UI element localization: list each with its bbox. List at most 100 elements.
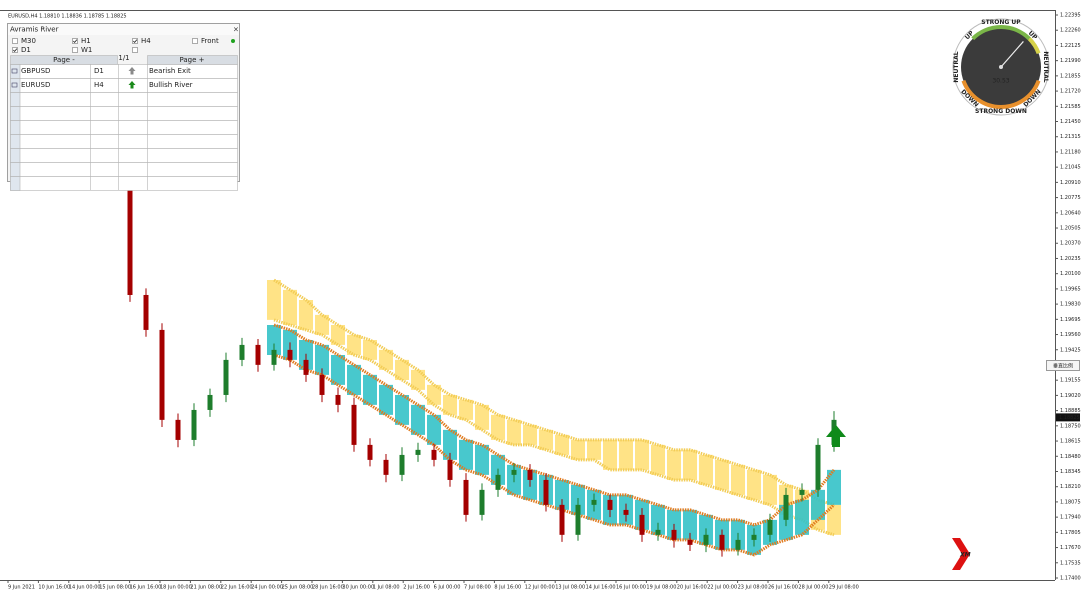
- check-mark: [13, 48, 18, 53]
- pager-page: 1/1: [118, 54, 129, 62]
- table-row: [10, 148, 238, 163]
- checkbox-label: W1: [81, 46, 92, 54]
- gauge-label: STRONG UP: [981, 19, 1021, 26]
- y-tick-label: 1.17400: [1060, 576, 1081, 582]
- x-tick-label: 28 Jun 16:00: [312, 585, 344, 591]
- x-tick-label: 25 Jun 08:00: [282, 585, 314, 591]
- row-marker: [10, 162, 21, 177]
- candle-body: [255, 344, 261, 365]
- x-tick-label: 6 Jul 00:00: [434, 585, 461, 591]
- candle-body: [335, 394, 341, 405]
- gauge-hub: [999, 65, 1003, 69]
- checkbox[interactable]: [132, 38, 138, 44]
- gauge-label: NEUTRAL: [1042, 51, 1049, 82]
- close-button[interactable]: ×: [233, 26, 239, 34]
- y-tick-label: 1.17940: [1060, 515, 1081, 521]
- row-marker: [10, 148, 21, 163]
- check-mark: [73, 39, 78, 44]
- signal-arrow: [826, 425, 846, 447]
- candle-body: [191, 409, 197, 440]
- y-tick-label: 1.21450: [1060, 119, 1081, 125]
- candle-body: [783, 494, 789, 520]
- y-tick-label: 1.17535: [1060, 560, 1081, 566]
- row-timeframe: H4: [94, 81, 104, 89]
- candle-body: [671, 529, 677, 540]
- candle-body: [367, 444, 373, 460]
- pager-next-label[interactable]: Page +: [179, 56, 204, 64]
- y-tick-label: 1.21180: [1060, 149, 1081, 155]
- river-edge: [273, 353, 836, 557]
- y-tick-label: 1.20370: [1060, 241, 1081, 247]
- gauge-label: NEUTRAL: [953, 51, 960, 82]
- scale-button-label[interactable]: 垂直比例: [1053, 363, 1073, 370]
- checkbox-label: M30: [21, 37, 36, 45]
- table-row: [10, 120, 238, 135]
- gauge-label: UP: [1027, 30, 1039, 42]
- checkbox[interactable]: [12, 47, 18, 53]
- candle-body: [495, 474, 501, 490]
- checkbox[interactable]: [132, 47, 138, 53]
- table-row: [10, 176, 238, 191]
- row-signal: Bullish River: [149, 81, 193, 89]
- y-tick-label: 1.17670: [1060, 545, 1081, 551]
- y-tick-label: 1.19830: [1060, 302, 1081, 308]
- table-row: [10, 92, 238, 107]
- y-tick-label: 1.22125: [1060, 43, 1081, 49]
- x-tick-label: 1 Jul 08:00: [373, 585, 400, 591]
- checkbox[interactable]: [72, 38, 78, 44]
- y-tick-label: 1.20910: [1060, 180, 1081, 186]
- candle-body: [319, 374, 325, 395]
- candle-body: [223, 359, 229, 395]
- y-tick-label: 1.18885: [1060, 408, 1081, 414]
- y-tick-label: 1.19155: [1060, 378, 1081, 384]
- checkbox[interactable]: [12, 38, 18, 44]
- scale-button[interactable]: [1046, 360, 1080, 371]
- y-tick-label: 1.21855: [1060, 73, 1081, 79]
- candle-body: [623, 509, 629, 515]
- candle-body: [159, 329, 165, 420]
- river-panel: Avramis River × M30 H1 H4 Front D1 W1 Page - 1/…: [7, 23, 240, 191]
- x-tick-label: 14 Jun 00:00: [69, 585, 101, 591]
- x-tick-label: 16 Jun 16:00: [130, 585, 162, 591]
- row-icon: [11, 82, 18, 88]
- y-tick-label: 1.19020: [1060, 393, 1081, 399]
- y-tick-label: 1.20100: [1060, 271, 1081, 277]
- x-tick-label: 14 Jul 16:00: [586, 585, 616, 591]
- current-price-box: [1056, 413, 1080, 422]
- river-edge: [273, 278, 835, 507]
- candle-body: [351, 404, 357, 445]
- x-tick-label: 15 Jun 08:00: [99, 585, 131, 591]
- row-timeframe: D1: [94, 67, 104, 75]
- table-row: [10, 162, 238, 177]
- y-tick-label: 1.17805: [1060, 530, 1081, 536]
- candle-body: [127, 180, 133, 295]
- river-edge: [273, 323, 836, 527]
- x-tick-label: 10 Jun 16:00: [38, 585, 70, 591]
- y-tick-label: 1.21585: [1060, 104, 1081, 110]
- gauge-label: STRONG DOWN: [975, 108, 1027, 115]
- candle-body: [175, 419, 181, 440]
- candle-body: [751, 534, 757, 540]
- checkbox[interactable]: [72, 47, 78, 53]
- y-tick-label: 1.21990: [1060, 58, 1081, 64]
- x-tick-label: 24 Jun 00:00: [251, 585, 283, 591]
- candle-body: [527, 469, 533, 480]
- gauge-needle: [1000, 41, 1024, 68]
- row-marker: [10, 92, 21, 107]
- x-tick-label: 20 Jul 16:00: [677, 585, 707, 591]
- x-tick-label: 22 Jun 16:00: [221, 585, 253, 591]
- pager-prev-label[interactable]: Page -: [53, 56, 75, 64]
- candle-body: [447, 459, 453, 480]
- candle-body: [287, 349, 293, 360]
- checkbox[interactable]: [192, 38, 198, 44]
- candle-body: [799, 489, 805, 495]
- candle-body: [383, 459, 389, 475]
- candle-body: [575, 504, 581, 535]
- x-tick-label: 26 Jul 16:00: [768, 585, 798, 591]
- row-marker: [10, 134, 21, 149]
- candle-body: [607, 499, 613, 510]
- y-tick-label: 1.19560: [1060, 332, 1081, 338]
- candle-body: [655, 529, 661, 535]
